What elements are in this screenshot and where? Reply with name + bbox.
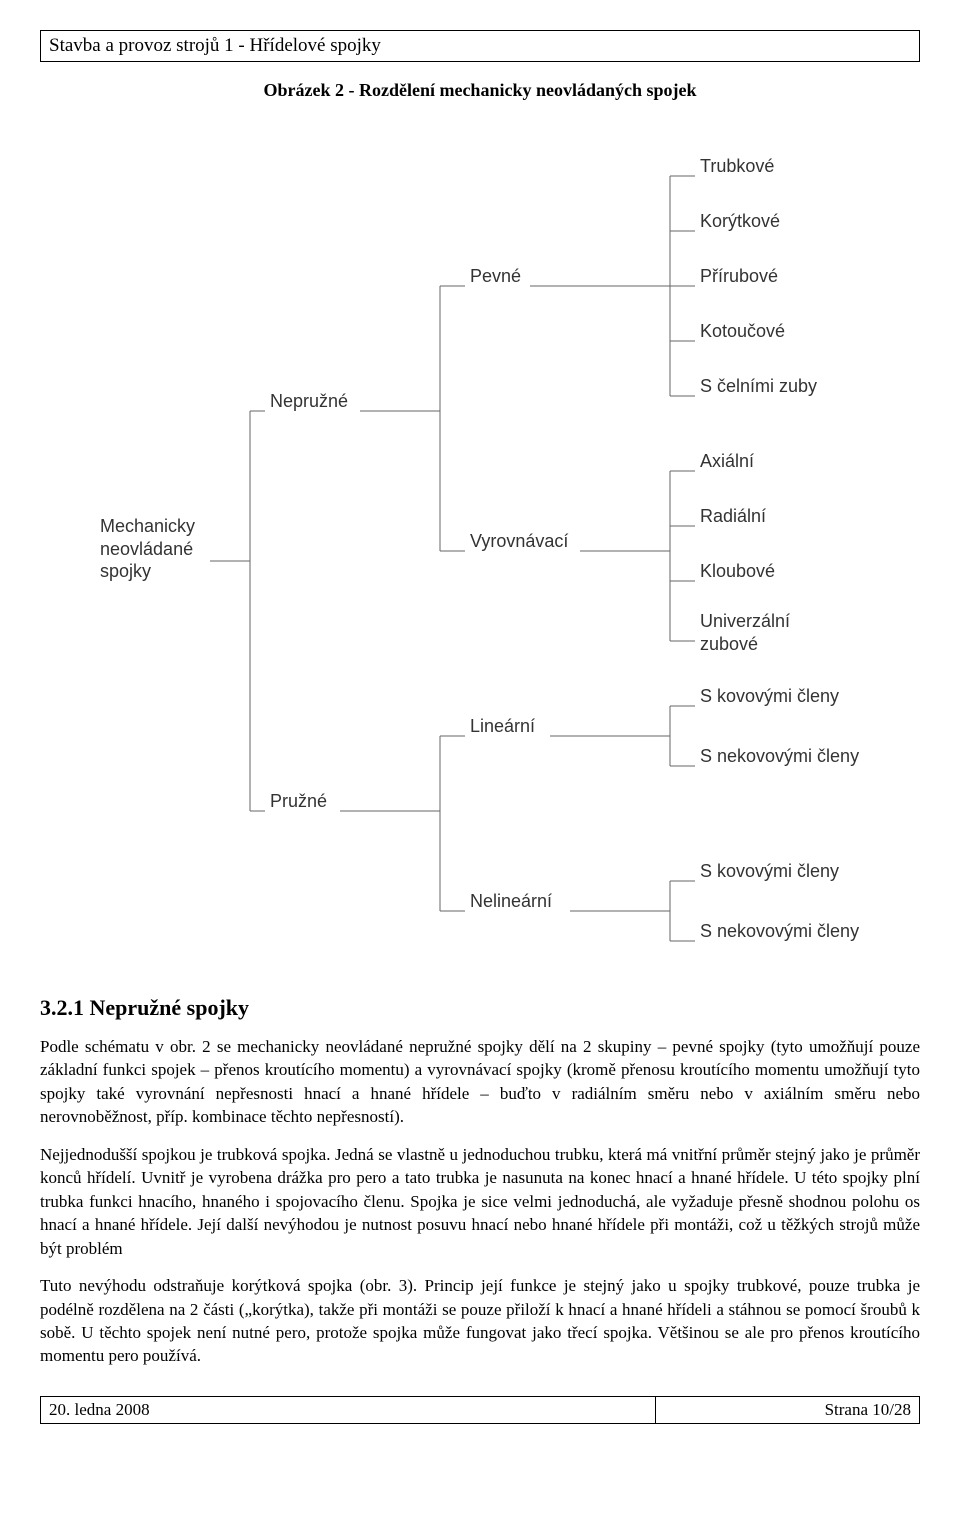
header-title: Stavba a provoz strojů 1 - Hřídelové spo… (49, 35, 381, 56)
tree-node-nekov1: S nekovovými členy (700, 745, 859, 768)
tree-node-vyrov: Vyrovnávací (470, 530, 568, 553)
tree-node-kov1: S kovovými členy (700, 685, 839, 708)
footer-date: 20. ledna 2008 (41, 1397, 656, 1423)
tree-node-lin: Lineární (470, 715, 535, 738)
tree-node-kory: Korýtkové (700, 210, 780, 233)
tree-node-pevne: Pevné (470, 265, 521, 288)
tree-node-kot: Kotoučové (700, 320, 785, 343)
tree-node-rad: Radiální (700, 505, 766, 528)
tree-node-prir: Přírubové (700, 265, 778, 288)
paragraph-3: Tuto nevýhodu odstraňuje korýtková spojk… (40, 1274, 920, 1368)
paragraph-2: Nejjednodušší spojkou je trubková spojka… (40, 1143, 920, 1260)
tree-node-celni: S čelními zuby (700, 375, 817, 398)
tree-node-nepruzne: Nepružné (270, 390, 348, 413)
page-footer: 20. ledna 2008 Strana 10/28 (40, 1396, 920, 1424)
figure-caption: Obrázek 2 - Rozdělení mechanicky neovlád… (40, 80, 920, 101)
tree-node-ax: Axiální (700, 450, 754, 473)
section-heading: 3.2.1 Nepružné spojky (40, 995, 920, 1021)
tree-node-nekov2: S nekovovými členy (700, 920, 859, 943)
tree-node-nelin: Nelineární (470, 890, 552, 913)
tree-node-pruzne: Pružné (270, 790, 327, 813)
tree-diagram: Mechanicky neovládané spojky Nepružné Pruž… (40, 121, 920, 981)
tree-node-kloub: Kloubové (700, 560, 775, 583)
tree-node-univ: Univerzální zubové (700, 610, 790, 655)
page-header: Stavba a provoz strojů 1 - Hřídelové spo… (40, 30, 920, 62)
tree-node-root: Mechanicky neovládané spojky (100, 515, 195, 583)
tree-node-kov2: S kovovými členy (700, 860, 839, 883)
paragraph-1: Podle schématu v obr. 2 se mechanicky ne… (40, 1035, 920, 1129)
tree-node-trub: Trubkové (700, 155, 774, 178)
footer-page: Strana 10/28 (656, 1397, 919, 1423)
